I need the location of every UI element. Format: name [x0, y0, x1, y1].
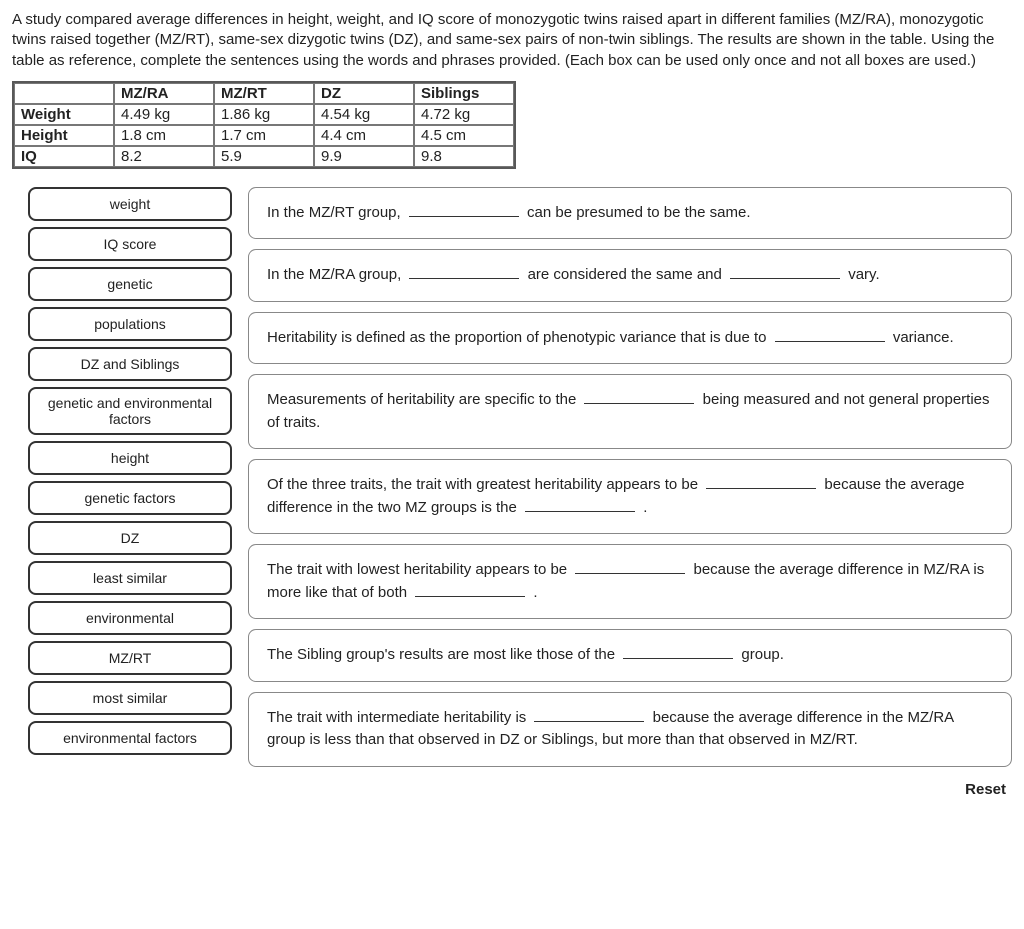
- col-blank: [14, 83, 114, 104]
- text: group.: [741, 646, 784, 663]
- word-tile[interactable]: populations: [28, 307, 232, 341]
- sentence-2: In the MZ/RA group, are considered the s…: [248, 249, 1012, 302]
- cell: 4.54 kg: [314, 104, 414, 125]
- drop-target[interactable]: [525, 497, 635, 512]
- word-tile[interactable]: weight: [28, 187, 232, 221]
- col-mzrt: MZ/RT: [214, 83, 314, 104]
- text: Measurements of heritability are specifi…: [267, 391, 580, 408]
- drop-target[interactable]: [409, 264, 519, 279]
- cell: 9.8: [414, 146, 514, 167]
- text: can be presumed to be the same.: [527, 204, 750, 221]
- cell: 4.72 kg: [414, 104, 514, 125]
- word-tile[interactable]: DZ: [28, 521, 232, 555]
- word-tile[interactable]: DZ and Siblings: [28, 347, 232, 381]
- text: The trait with lowest heritability appea…: [267, 561, 571, 578]
- word-tile[interactable]: genetic: [28, 267, 232, 301]
- drop-target[interactable]: [409, 202, 519, 217]
- table-row: Weight 4.49 kg 1.86 kg 4.54 kg 4.72 kg: [14, 104, 514, 125]
- text: The trait with intermediate heritability…: [267, 709, 530, 726]
- drop-target[interactable]: [415, 582, 525, 597]
- cell: 4.49 kg: [114, 104, 214, 125]
- word-tile[interactable]: environmental factors: [28, 721, 232, 755]
- table-header-row: MZ/RA MZ/RT DZ Siblings: [14, 83, 514, 104]
- word-tile[interactable]: genetic and environmental factors: [28, 387, 232, 435]
- table-row: IQ 8.2 5.9 9.9 9.8: [14, 146, 514, 167]
- word-tile[interactable]: MZ/RT: [28, 641, 232, 675]
- sentence-7: The Sibling group's results are most lik…: [248, 629, 1012, 682]
- drop-target[interactable]: [534, 707, 644, 722]
- word-tile[interactable]: genetic factors: [28, 481, 232, 515]
- drop-target[interactable]: [623, 644, 733, 659]
- text: variance.: [893, 329, 954, 346]
- sentence-3: Heritability is defined as the proportio…: [248, 312, 1012, 365]
- cell: 1.8 cm: [114, 125, 214, 146]
- drop-target[interactable]: [775, 327, 885, 342]
- drop-target[interactable]: [584, 389, 694, 404]
- word-tile[interactable]: least similar: [28, 561, 232, 595]
- text: In the MZ/RA group,: [267, 266, 405, 283]
- cell: 4.4 cm: [314, 125, 414, 146]
- row-label: IQ: [14, 146, 114, 167]
- drop-target[interactable]: [706, 474, 816, 489]
- text: .: [533, 584, 537, 601]
- sentence-5: Of the three traits, the trait with grea…: [248, 459, 1012, 534]
- text: are considered the same and: [528, 266, 726, 283]
- word-tile[interactable]: environmental: [28, 601, 232, 635]
- cell: 1.7 cm: [214, 125, 314, 146]
- cell: 5.9: [214, 146, 314, 167]
- drop-target[interactable]: [730, 264, 840, 279]
- sentence-list: In the MZ/RT group, can be presumed to b…: [248, 187, 1012, 798]
- text: vary.: [848, 266, 879, 283]
- instructions-text: A study compared average differences in …: [12, 10, 1012, 71]
- text: Heritability is defined as the proportio…: [267, 329, 771, 346]
- cell: 9.9: [314, 146, 414, 167]
- cell: 1.86 kg: [214, 104, 314, 125]
- reset-button[interactable]: Reset: [965, 781, 1006, 798]
- sentence-6: The trait with lowest heritability appea…: [248, 544, 1012, 619]
- sentence-1: In the MZ/RT group, can be presumed to b…: [248, 187, 1012, 240]
- word-bank: weight IQ score genetic populations DZ a…: [12, 187, 232, 755]
- drop-target[interactable]: [575, 559, 685, 574]
- word-tile[interactable]: most similar: [28, 681, 232, 715]
- col-dz: DZ: [314, 83, 414, 104]
- data-table: MZ/RA MZ/RT DZ Siblings Weight 4.49 kg 1…: [12, 81, 516, 169]
- table-row: Height 1.8 cm 1.7 cm 4.4 cm 4.5 cm: [14, 125, 514, 146]
- text: The Sibling group's results are most lik…: [267, 646, 619, 663]
- col-mzra: MZ/RA: [114, 83, 214, 104]
- text: In the MZ/RT group,: [267, 204, 405, 221]
- sentence-8: The trait with intermediate heritability…: [248, 692, 1012, 767]
- cell: 8.2: [114, 146, 214, 167]
- text: Of the three traits, the trait with grea…: [267, 476, 702, 493]
- cell: 4.5 cm: [414, 125, 514, 146]
- row-label: Weight: [14, 104, 114, 125]
- sentence-4: Measurements of heritability are specifi…: [248, 374, 1012, 449]
- word-tile[interactable]: IQ score: [28, 227, 232, 261]
- row-label: Height: [14, 125, 114, 146]
- text: .: [643, 499, 647, 516]
- word-tile[interactable]: height: [28, 441, 232, 475]
- col-sib: Siblings: [414, 83, 514, 104]
